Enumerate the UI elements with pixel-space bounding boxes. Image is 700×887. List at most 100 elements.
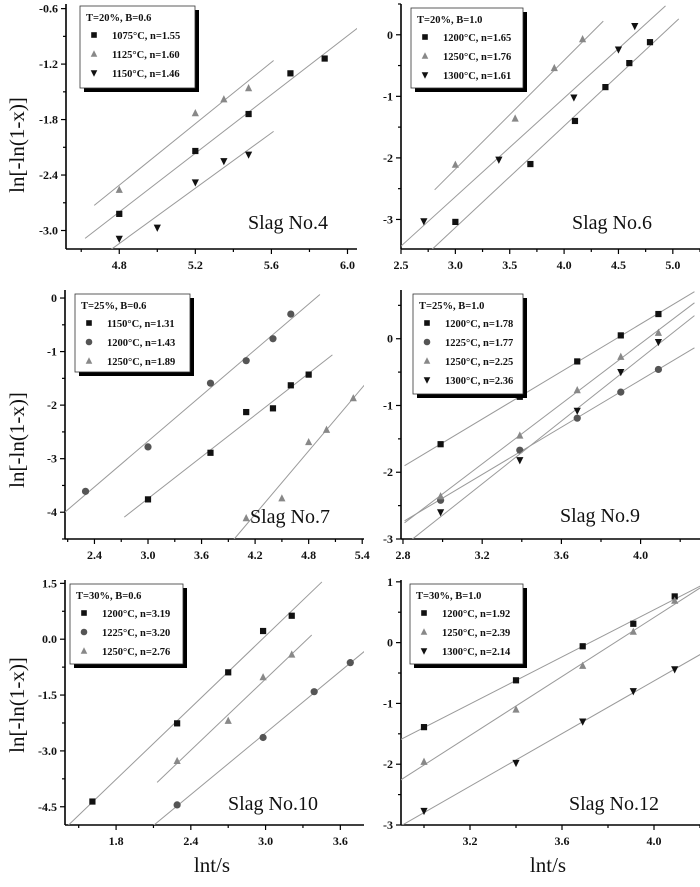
data-point-triangle-down	[654, 338, 663, 347]
data-point-triangle	[579, 661, 587, 669]
y-tick-label: 1.5	[42, 576, 57, 590]
data-point-circle	[144, 443, 152, 451]
data-point-square	[646, 39, 654, 46]
y-tick-label: -0.6	[39, 2, 58, 16]
y-tick-label: 0	[51, 291, 57, 305]
data-point-square	[225, 669, 232, 676]
data-point-triangle	[288, 650, 296, 658]
plot-area	[67, 581, 364, 825]
y-tick-label: -1.5	[38, 688, 57, 702]
panel-title: Slag No.7	[250, 506, 330, 528]
data-point-triangle	[550, 63, 558, 72]
panel-title: Slag No.4	[248, 212, 328, 234]
y-tick-label: -3	[383, 532, 393, 546]
data-point-triangle-down	[220, 158, 228, 166]
y-tick-label: -4.5	[38, 800, 57, 814]
fit-line	[123, 354, 333, 518]
data-point-triangle-down	[115, 235, 123, 243]
data-point-square	[655, 310, 662, 318]
data-point-triangle-down	[244, 151, 253, 159]
data-point-square	[579, 643, 586, 650]
legend-marker-circle	[423, 338, 431, 346]
legend-entry: 1250°C, n=2.25	[445, 357, 513, 368]
x-tick-label: 3.6	[555, 834, 570, 848]
x-tick-label: 3.6	[554, 548, 569, 562]
data-point-square	[192, 147, 199, 155]
data-point-circle	[173, 801, 181, 809]
legend-marker-square	[422, 34, 428, 40]
data-point-triangle-down	[191, 179, 199, 187]
y-tick-label: 0.0	[42, 632, 57, 646]
legend-entry: 1125°C, n=1.60	[112, 50, 180, 61]
data-point-triangle	[224, 716, 232, 724]
data-point-square	[144, 496, 152, 503]
plot-area	[401, 5, 680, 249]
data-point-square	[527, 160, 534, 168]
legend: T=20%, B=0.6 1075°C, n=1.55 1125°C, n=1.60…	[79, 5, 199, 92]
data-point-triangle-down	[495, 156, 503, 164]
legend-entry: 1200°C, n=1.78	[445, 319, 513, 330]
x-tick-label: 2.4	[87, 548, 102, 562]
data-point-circle	[573, 414, 581, 422]
data-point-triangle	[516, 431, 524, 439]
data-point-circle	[206, 379, 215, 387]
data-point-circle	[516, 446, 524, 454]
y-tick-label: 0	[387, 332, 393, 346]
y-axis-label: ln[-ln(1-x)]	[5, 97, 29, 193]
fit-line	[404, 291, 695, 467]
data-point-square	[174, 720, 181, 727]
y-tick-label: -1	[383, 89, 393, 103]
legend-title: T=25%, B=1.0	[419, 301, 484, 312]
legend-marker-square	[424, 320, 430, 326]
data-point-triangle-down	[573, 407, 581, 415]
legend-marker-triangle	[90, 50, 98, 57]
y-tick-label: 0	[387, 28, 393, 42]
x-tick-label: 2.4	[183, 834, 198, 848]
fit-line	[404, 302, 695, 524]
data-point-triangle-down	[570, 94, 578, 102]
data-point-circle	[310, 688, 318, 696]
legend-marker-triangle-down	[420, 648, 428, 655]
legend-entry: 1150°C, n=1.46	[112, 69, 180, 80]
panel-slag-no-6: 2.5 3.0 3.5 4.0 4.5 5.0 0 -1 -2 -3 T=20%, B=1.0 120…	[383, 3, 700, 272]
legend-title: T=30%, B=0.6	[76, 591, 141, 602]
data-point-triangle-down	[420, 807, 428, 816]
legend-entry: 1250°C, n=1.76	[443, 52, 511, 63]
legend-marker-circle	[80, 628, 88, 636]
data-point-triangle	[451, 160, 459, 168]
data-point-square	[574, 358, 581, 365]
legend-marker-triangle	[80, 647, 88, 654]
legend-entry: 1150°C, n=1.31	[107, 319, 175, 330]
legend-marker-triangle	[85, 357, 93, 364]
legend-title: T=20%, B=1.0	[417, 15, 482, 26]
data-point-triangle	[512, 705, 520, 713]
data-point-square	[305, 371, 312, 378]
x-tick-label: 4.8	[112, 258, 127, 272]
data-point-square	[269, 405, 277, 412]
data-point-square	[452, 218, 459, 226]
data-point-triangle-down	[671, 666, 679, 674]
legend-marker-square	[421, 610, 427, 616]
x-tick-label: 5.0	[665, 258, 680, 272]
legend-marker-square	[91, 32, 97, 38]
data-point-triangle-down	[614, 46, 623, 54]
legend-marker-triangle	[421, 52, 429, 59]
data-point-square	[437, 441, 444, 448]
data-point-square	[243, 408, 250, 416]
legend-box	[69, 583, 184, 665]
y-tick-label: -2	[383, 465, 393, 479]
x-tick-label: 4.2	[248, 548, 263, 562]
data-point-triangle	[437, 492, 445, 500]
x-tick-label: 3.0	[258, 834, 273, 848]
x-tick-label: 3.0	[448, 258, 463, 272]
x-tick-label: 3.5	[502, 258, 517, 272]
panel-slag-no-7: 2.4 3.0 3.6 4.2 4.8 5.4 0 -1 -2 -3 -4 T=25%, B=0.6 1…	[5, 290, 370, 562]
fit-line	[65, 294, 321, 513]
y-tick-label: -3	[383, 818, 393, 832]
data-point-triangle	[244, 84, 253, 92]
y-tick-label: 0	[387, 636, 393, 650]
legend-entry: 1300°C, n=2.14	[442, 647, 511, 658]
legend-marker-square	[86, 320, 92, 326]
legend-entry: 1250°C, n=2.76	[102, 647, 170, 658]
